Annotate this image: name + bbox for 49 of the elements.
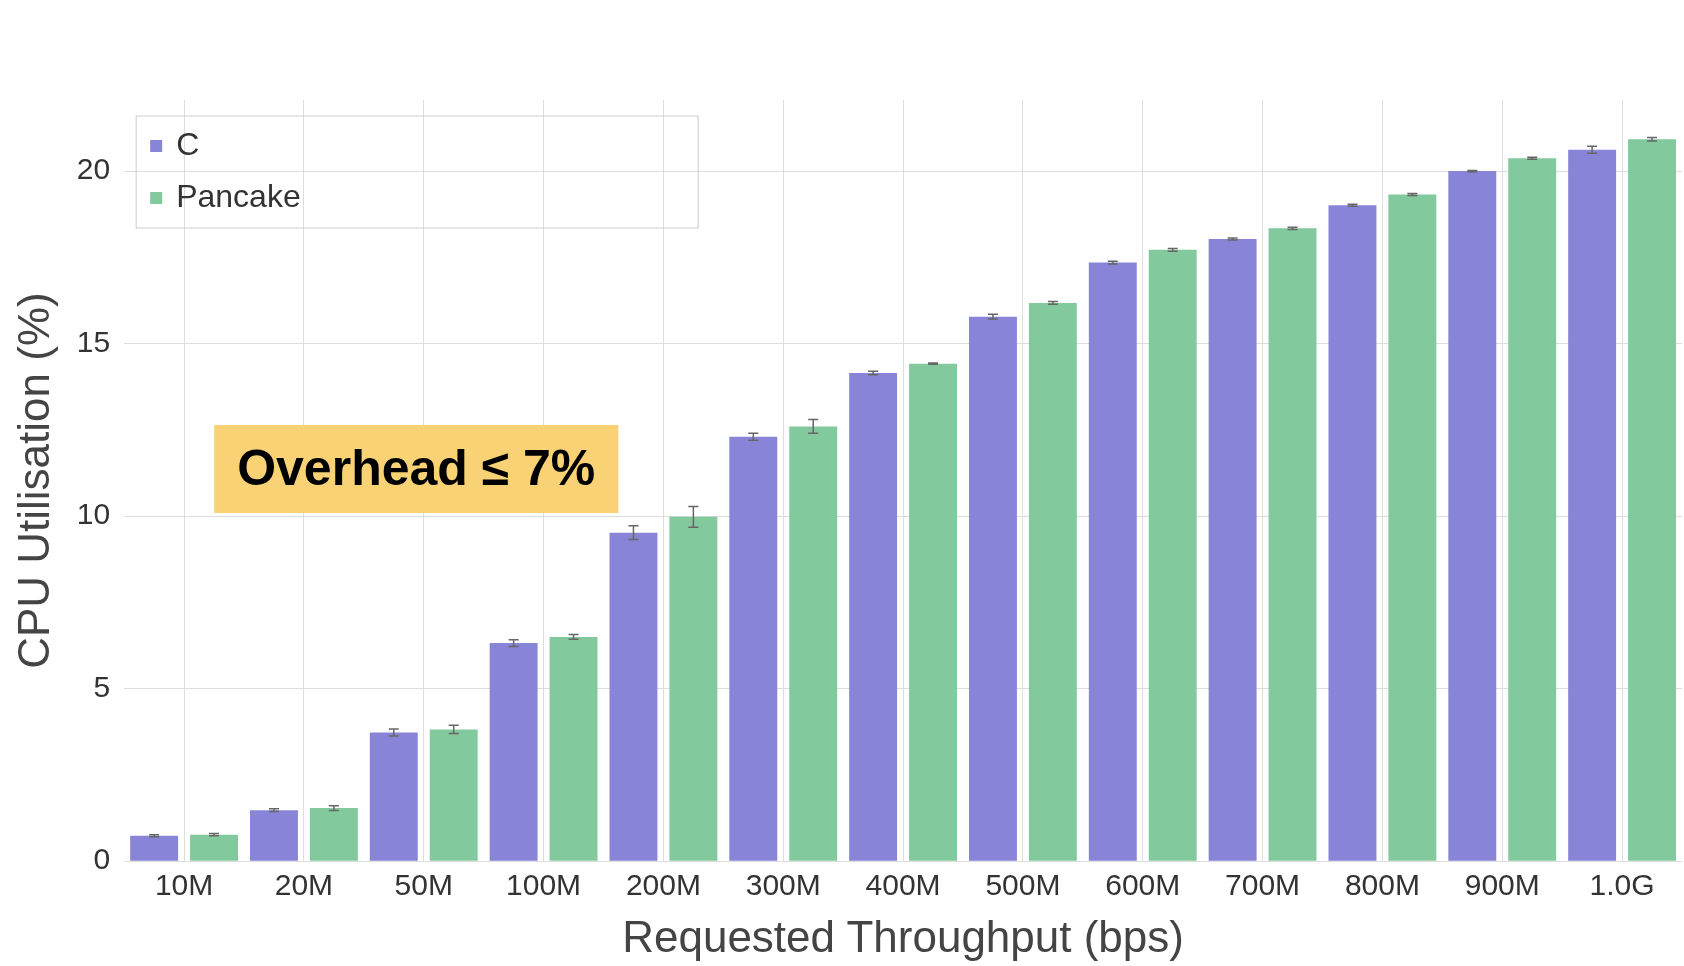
x-tick-label: 400M <box>865 868 941 902</box>
bar <box>369 732 418 861</box>
x-tick-label: 500M <box>985 868 1061 902</box>
bar <box>1628 139 1677 861</box>
bar <box>1448 171 1497 861</box>
x-tick-label: 600M <box>1105 868 1181 902</box>
legend-label: C <box>176 125 200 162</box>
bar <box>190 834 239 861</box>
bar <box>309 808 358 861</box>
bar <box>669 516 718 861</box>
bar <box>1088 262 1137 861</box>
bar <box>1388 194 1437 861</box>
bar <box>549 636 598 861</box>
bar <box>609 532 658 861</box>
y-tick-label: 15 <box>76 324 111 358</box>
bar <box>1568 149 1617 861</box>
x-tick-label: 800M <box>1344 868 1420 902</box>
legend-label: Pancake <box>176 177 301 214</box>
annotation: Overhead ≤ 7% <box>237 439 596 496</box>
x-tick-label: 50M <box>394 868 453 902</box>
x-tick-label: 200M <box>625 868 701 902</box>
bar <box>1208 239 1257 861</box>
bar <box>1328 205 1377 861</box>
x-tick-label: 20M <box>274 868 334 902</box>
bar <box>909 363 958 861</box>
bar <box>249 810 298 861</box>
x-axis-title: Requested Throughput (bps) <box>622 911 1184 961</box>
y-axis-title: CPU Utilisation (%) <box>8 292 58 669</box>
x-tick-label: 900M <box>1464 868 1540 902</box>
y-tick-label: 0 <box>93 842 111 876</box>
bar <box>729 436 778 861</box>
bar <box>429 729 478 861</box>
bar <box>1028 302 1077 861</box>
bar <box>489 643 538 861</box>
y-tick-label: 10 <box>76 497 111 531</box>
x-tick-label: 300M <box>745 868 821 902</box>
y-tick-label: 20 <box>76 152 111 186</box>
x-tick-label: 1.0G <box>1589 868 1655 902</box>
bar <box>130 835 179 861</box>
bar <box>849 372 898 861</box>
x-tick-label: 100M <box>506 868 582 902</box>
y-tick-label: 5 <box>93 669 111 703</box>
bar <box>1508 158 1557 861</box>
bar <box>968 316 1017 861</box>
x-tick-label: 700M <box>1225 868 1301 902</box>
bar <box>1148 249 1197 861</box>
bar <box>1268 228 1317 861</box>
x-tick-label: 10M <box>154 868 214 902</box>
bar <box>789 426 838 861</box>
